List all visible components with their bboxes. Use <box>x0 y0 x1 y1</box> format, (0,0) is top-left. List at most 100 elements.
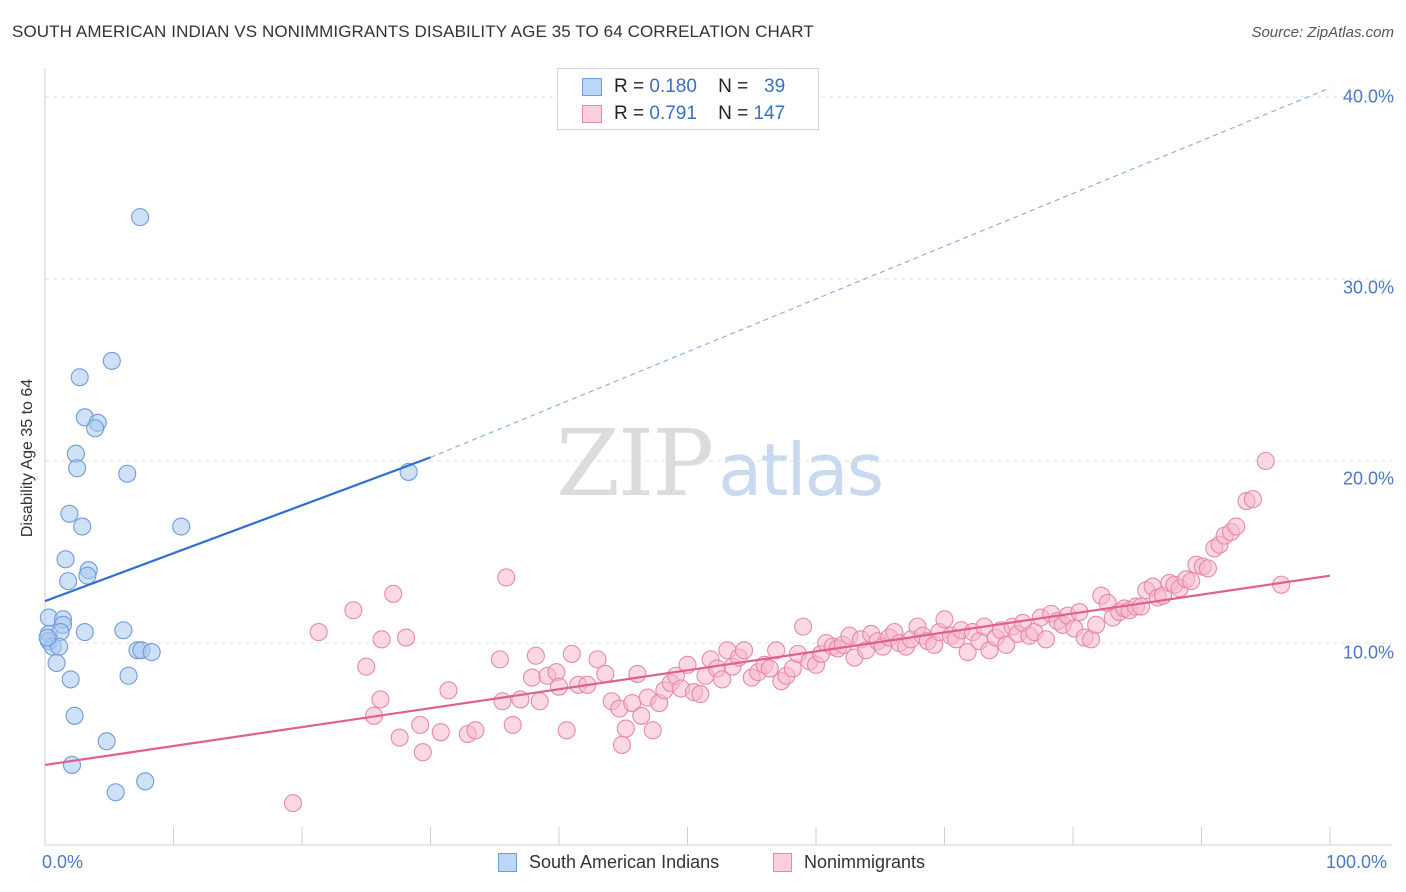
data-point-south-american-indians <box>38 628 57 647</box>
data-point-nonimmigrants <box>596 664 615 683</box>
data-point-south-american-indians <box>75 623 94 642</box>
data-point-south-american-indians <box>61 670 80 689</box>
trend-line-south-american-indians <box>44 456 431 603</box>
data-point-nonimmigrants <box>357 657 376 676</box>
data-point-nonimmigrants <box>997 635 1016 654</box>
x-tick-label: 0.0% <box>42 852 84 872</box>
data-point-south-american-indians <box>172 517 191 536</box>
data-point-nonimmigrants <box>1227 517 1246 536</box>
data-point-south-american-indians <box>47 653 66 673</box>
legend-swatch-pink <box>582 105 602 123</box>
data-point-nonimmigrants <box>371 690 390 709</box>
data-point-nonimmigrants <box>958 643 977 662</box>
data-point-nonimmigrants <box>530 692 549 711</box>
data-point-nonimmigrants <box>411 715 430 734</box>
data-point-south-american-indians <box>131 208 150 227</box>
data-point-south-american-indians <box>60 504 79 523</box>
watermark: ZIPatlas <box>556 410 884 517</box>
data-point-nonimmigrants <box>372 630 391 649</box>
data-point-nonimmigrants <box>1256 451 1275 471</box>
data-point-nonimmigrants <box>526 646 545 665</box>
data-point-nonimmigrants <box>562 644 581 663</box>
watermark-zip: ZIP <box>556 410 714 517</box>
data-point-south-american-indians <box>119 666 138 685</box>
series-legend-label: Nonimmigrants <box>804 852 926 872</box>
data-point-south-american-indians <box>114 621 133 640</box>
legend-swatch-blue <box>582 78 602 96</box>
legend-row-nonimmigrants: R = 0.791 N = 147 <box>582 102 785 126</box>
data-point-nonimmigrants <box>503 715 522 734</box>
data-point-nonimmigrants <box>643 721 662 740</box>
data-point-nonimmigrants <box>283 794 303 813</box>
legend-r-label: R = <box>614 103 645 124</box>
data-point-nonimmigrants <box>397 628 416 647</box>
series-legend-item-south-american-indians[interactable]: South American Indians <box>498 852 719 873</box>
data-point-nonimmigrants <box>413 743 432 762</box>
legend-r-value: 0.180 <box>649 76 697 97</box>
series-legend-item-nonimmigrants[interactable]: Nonimmigrants <box>773 852 925 873</box>
data-point-nonimmigrants <box>691 684 710 704</box>
correlation-legend: R = 0.180 N = 39 R = 0.791 N = 147 <box>557 68 819 130</box>
data-point-nonimmigrants <box>1182 572 1201 591</box>
data-point-south-american-indians <box>118 464 137 483</box>
series-swatch-pink <box>773 853 792 872</box>
data-point-south-american-indians <box>56 550 75 569</box>
data-point-nonimmigrants <box>557 721 576 740</box>
legend-n-label: N = <box>718 76 749 97</box>
data-point-nonimmigrants <box>1198 559 1217 578</box>
data-point-nonimmigrants <box>522 668 542 687</box>
data-point-south-american-indians <box>86 419 105 438</box>
data-point-south-american-indians <box>142 643 161 662</box>
series-legend: South American Indians Nonimmigrants <box>0 852 1406 878</box>
legend-n-value: 147 <box>753 103 786 124</box>
data-point-nonimmigrants <box>760 659 779 678</box>
data-point-nonimmigrants <box>616 719 635 738</box>
data-point-nonimmigrants <box>794 617 813 636</box>
data-point-south-american-indians <box>78 566 97 585</box>
y-tick-label: 40.0% <box>1342 86 1394 107</box>
data-point-nonimmigrants <box>767 641 786 660</box>
data-point-south-american-indians <box>68 459 87 478</box>
y-tick-label: 30.0% <box>1342 277 1394 298</box>
x-tick-label: 100.0% <box>1326 852 1388 872</box>
data-point-nonimmigrants <box>390 728 409 747</box>
chart-title: SOUTH AMERICAN INDIAN VS NONIMMIGRANTS D… <box>12 22 814 41</box>
data-point-nonimmigrants <box>935 610 954 629</box>
y-tick-label: 10.0% <box>1342 642 1394 663</box>
data-point-nonimmigrants <box>734 641 754 660</box>
data-point-nonimmigrants <box>439 681 458 700</box>
data-point-south-american-indians <box>102 351 121 370</box>
data-point-nonimmigrants <box>628 664 647 683</box>
legend-r-value: 0.791 <box>649 103 697 124</box>
data-point-nonimmigrants <box>344 601 363 620</box>
data-point-nonimmigrants <box>497 568 516 587</box>
trend-line-extension-south-american-indians <box>430 87 1331 458</box>
data-point-nonimmigrants <box>632 706 651 725</box>
data-point-nonimmigrants <box>1132 597 1151 616</box>
data-point-south-american-indians <box>65 706 84 725</box>
watermark-atlas: atlas <box>718 428 884 512</box>
data-point-nonimmigrants <box>490 650 509 669</box>
trend-line-nonimmigrants <box>44 574 1331 767</box>
legend-n-label: N = <box>718 103 749 124</box>
data-point-nonimmigrants <box>1087 615 1106 634</box>
data-point-south-american-indians <box>73 517 92 536</box>
y-tick-label: 20.0% <box>1342 468 1394 489</box>
data-point-nonimmigrants <box>309 623 328 642</box>
data-point-south-american-indians <box>97 732 116 751</box>
data-point-nonimmigrants <box>431 723 450 742</box>
data-point-nonimmigrants <box>549 677 569 696</box>
data-point-south-american-indians <box>106 783 125 802</box>
data-point-nonimmigrants <box>713 670 732 689</box>
data-point-nonimmigrants <box>1036 630 1056 649</box>
legend-r-label: R = <box>614 76 645 97</box>
data-point-nonimmigrants <box>612 735 632 754</box>
data-point-nonimmigrants <box>588 650 607 669</box>
source-label: Source: ZipAtlas.com <box>1251 24 1394 41</box>
legend-row-south-american-indians: R = 0.180 N = 39 <box>582 75 785 99</box>
series-swatch-blue <box>498 853 517 872</box>
data-point-nonimmigrants <box>1243 490 1262 509</box>
data-point-nonimmigrants <box>493 692 512 711</box>
data-point-nonimmigrants <box>466 721 485 740</box>
